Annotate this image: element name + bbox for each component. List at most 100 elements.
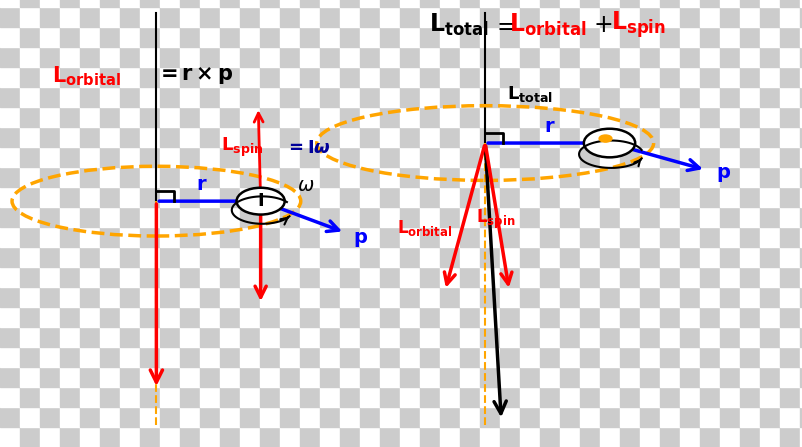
Bar: [620, 147, 640, 167]
Bar: [420, 127, 440, 147]
Bar: [640, 367, 660, 387]
Bar: [500, 267, 520, 287]
Bar: [720, 7, 740, 27]
Bar: [200, 247, 220, 267]
Bar: [520, 407, 540, 427]
Bar: [660, 67, 680, 87]
Bar: [280, 7, 300, 27]
Bar: [200, 387, 220, 407]
Bar: [380, 107, 400, 127]
Bar: [300, 47, 320, 67]
Bar: [60, 27, 80, 47]
Bar: [160, 47, 180, 67]
Bar: [660, 167, 680, 187]
Bar: [360, 147, 380, 167]
Bar: [760, 27, 780, 47]
Bar: [40, 27, 60, 47]
Bar: [320, 387, 340, 407]
Bar: [80, 27, 100, 47]
Bar: [180, 187, 200, 207]
Bar: [20, 127, 40, 147]
Bar: [240, 307, 260, 327]
Bar: [520, 67, 540, 87]
Text: $\mathbf{L}_{\mathbf{total}}$: $\mathbf{L}_{\mathbf{total}}$: [429, 12, 489, 38]
Bar: [700, 7, 720, 27]
Bar: [120, 7, 140, 27]
Bar: [780, 287, 800, 307]
Bar: [480, 427, 500, 447]
Bar: [640, 207, 660, 227]
Bar: [260, 187, 280, 207]
Bar: [440, 327, 460, 347]
Bar: [500, 87, 520, 107]
Bar: [40, 407, 60, 427]
Bar: [60, 207, 80, 227]
Bar: [260, 347, 280, 367]
Bar: [700, 87, 720, 107]
Bar: [140, 0, 160, 7]
Bar: [60, 307, 80, 327]
Bar: [240, 327, 260, 347]
Bar: [280, 247, 300, 267]
Bar: [480, 407, 500, 427]
Bar: [560, 7, 580, 27]
Bar: [380, 147, 400, 167]
Bar: [420, 407, 440, 427]
Bar: [740, 307, 760, 327]
Bar: [220, 107, 240, 127]
Bar: [680, 247, 700, 267]
Bar: [380, 327, 400, 347]
Bar: [0, 327, 20, 347]
Bar: [0, 47, 20, 67]
Bar: [260, 247, 280, 267]
Bar: [220, 67, 240, 87]
Bar: [300, 107, 320, 127]
Bar: [120, 227, 140, 247]
Bar: [780, 307, 800, 327]
Bar: [360, 287, 380, 307]
Bar: [360, 367, 380, 387]
Bar: [0, 87, 20, 107]
Bar: [660, 147, 680, 167]
Bar: [400, 7, 420, 27]
Bar: [700, 147, 720, 167]
Bar: [320, 307, 340, 327]
Bar: [180, 107, 200, 127]
Bar: [680, 27, 700, 47]
Bar: [800, 27, 802, 47]
Bar: [780, 87, 800, 107]
Bar: [300, 307, 320, 327]
Bar: [340, 47, 360, 67]
Bar: [20, 0, 40, 7]
Bar: [180, 147, 200, 167]
Bar: [180, 7, 200, 27]
Bar: [560, 107, 580, 127]
Bar: [600, 127, 620, 147]
Bar: [20, 227, 40, 247]
Bar: [620, 107, 640, 127]
Bar: [420, 387, 440, 407]
Bar: [480, 327, 500, 347]
Bar: [800, 0, 802, 7]
Bar: [380, 427, 400, 447]
Bar: [120, 387, 140, 407]
Bar: [180, 387, 200, 407]
Bar: [620, 427, 640, 447]
Bar: [720, 27, 740, 47]
Bar: [340, 287, 360, 307]
Bar: [560, 287, 580, 307]
Bar: [0, 127, 20, 147]
Bar: [620, 367, 640, 387]
Bar: [500, 407, 520, 427]
Text: $\mathbf{L}_{\mathbf{orbital}}$: $\mathbf{L}_{\mathbf{orbital}}$: [509, 12, 587, 38]
Bar: [220, 267, 240, 287]
Bar: [400, 387, 420, 407]
Bar: [200, 0, 220, 7]
Bar: [540, 47, 560, 67]
Bar: [700, 127, 720, 147]
Bar: [500, 147, 520, 167]
Bar: [540, 187, 560, 207]
Bar: [500, 327, 520, 347]
Bar: [780, 247, 800, 267]
Bar: [740, 267, 760, 287]
